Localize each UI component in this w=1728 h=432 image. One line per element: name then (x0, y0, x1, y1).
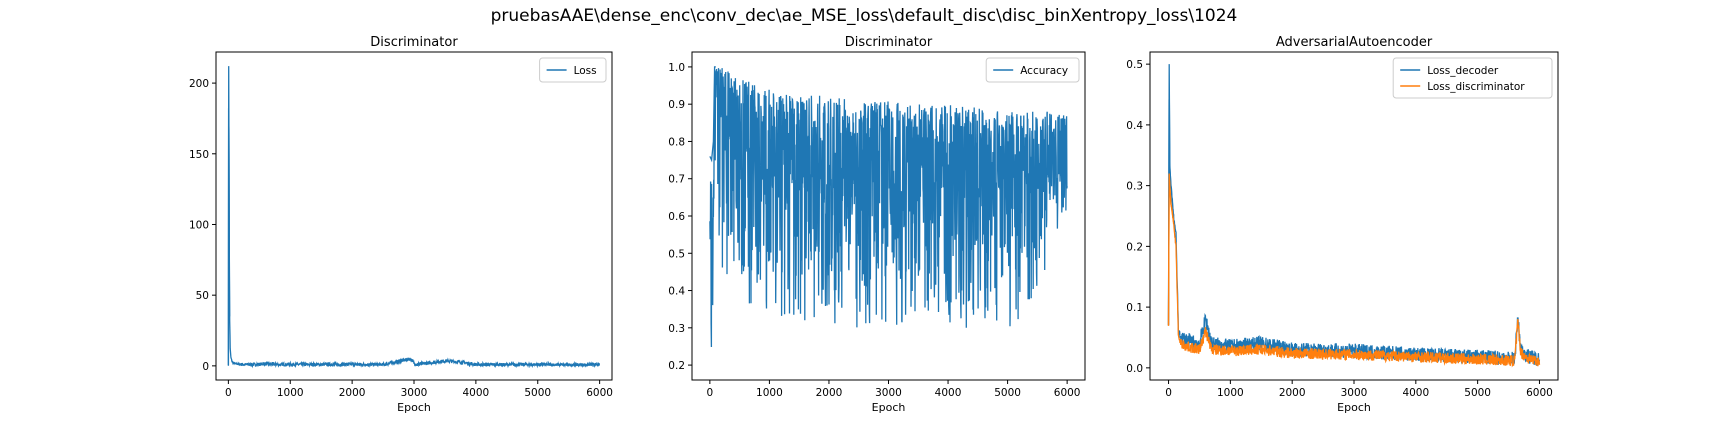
legend: Loss_decoder Loss_discriminator (1392, 57, 1553, 99)
y-tick-label: 100 (189, 219, 209, 231)
x-tick-label: 0 (225, 387, 232, 399)
series-peak-line (709, 66, 716, 163)
y-tick-label: 0.2 (668, 360, 685, 372)
legend-label: Accuracy (1020, 65, 1068, 77)
x-tick-label: 2000 (816, 387, 843, 399)
y-tick-label: 0.4 (1126, 120, 1143, 132)
x-tick-label: 4000 (1402, 387, 1429, 399)
x-tick-label: 2000 (339, 387, 366, 399)
series-line-loss (227, 108, 601, 369)
legend-box (1392, 57, 1553, 99)
chart-title: Discriminator (845, 35, 933, 50)
y-tick-label: 0.6 (668, 211, 685, 223)
x-axis-label: Epoch (872, 401, 906, 414)
x-tick-label: 0 (707, 387, 714, 399)
y-tick-label: 1.0 (668, 62, 685, 74)
y-tick-label: 0.3 (668, 323, 685, 335)
legend-box (985, 57, 1080, 83)
figure-suptitle: pruebasAAE\dense_enc\conv_dec\ae_MSE_los… (490, 6, 1238, 26)
x-tick-label: 4000 (463, 387, 490, 399)
series-line-loss-decoder (1167, 93, 1541, 366)
x-axis-label: Epoch (1337, 401, 1371, 414)
plot-frame (1149, 51, 1559, 381)
legend-box (539, 57, 607, 83)
x-tick-label: 5000 (1464, 387, 1491, 399)
y-tick-label: 0.5 (668, 248, 685, 260)
x-tick-label: 3000 (875, 387, 902, 399)
y-tick-label: 0.8 (668, 136, 685, 148)
y-tick-label: 0.5 (1126, 59, 1143, 71)
series-line-accuracy (709, 68, 1068, 348)
legend: Accuracy (985, 57, 1080, 83)
x-tick-label: 0 (1165, 387, 1172, 399)
series-peak-line (1167, 173, 1175, 326)
y-tick-label: 0.2 (1126, 241, 1143, 253)
x-tick-label: 1000 (756, 387, 783, 399)
y-tick-label: 0.0 (1126, 363, 1143, 375)
x-tick-label: 3000 (1341, 387, 1368, 399)
series-peak-line (1167, 64, 1175, 326)
series-line-loss-discriminator (1167, 179, 1541, 368)
legend: Loss (539, 57, 607, 83)
y-tick-label: 0.4 (668, 286, 685, 298)
legend-label: Loss_discriminator (1427, 81, 1525, 93)
y-tick-label: 0.7 (668, 174, 685, 186)
x-tick-label: 1000 (277, 387, 304, 399)
y-tick-label: 150 (189, 149, 209, 161)
series-peak-line (227, 66, 231, 366)
x-tick-label: 1000 (1217, 387, 1244, 399)
x-tick-label: 6000 (1526, 387, 1553, 399)
y-tick-label: 0 (202, 361, 209, 373)
x-tick-label: 5000 (524, 387, 551, 399)
y-tick-label: 0.9 (668, 99, 685, 111)
x-tick-label: 5000 (994, 387, 1021, 399)
y-tick-label: 50 (196, 290, 209, 302)
y-tick-label: 200 (189, 78, 209, 90)
chart-title: Discriminator (370, 35, 458, 50)
legend-label: Loss_decoder (1427, 65, 1499, 77)
legend-label: Loss (574, 65, 597, 77)
x-tick-label: 6000 (586, 387, 613, 399)
x-tick-label: 6000 (1054, 387, 1081, 399)
chart-title: AdversarialAutoencoder (1276, 35, 1433, 50)
x-tick-label: 2000 (1279, 387, 1306, 399)
y-tick-label: 0.1 (1126, 302, 1143, 314)
y-tick-label: 0.3 (1126, 181, 1143, 193)
x-tick-label: 4000 (935, 387, 962, 399)
x-tick-label: 3000 (401, 387, 428, 399)
x-axis-label: Epoch (397, 401, 431, 414)
